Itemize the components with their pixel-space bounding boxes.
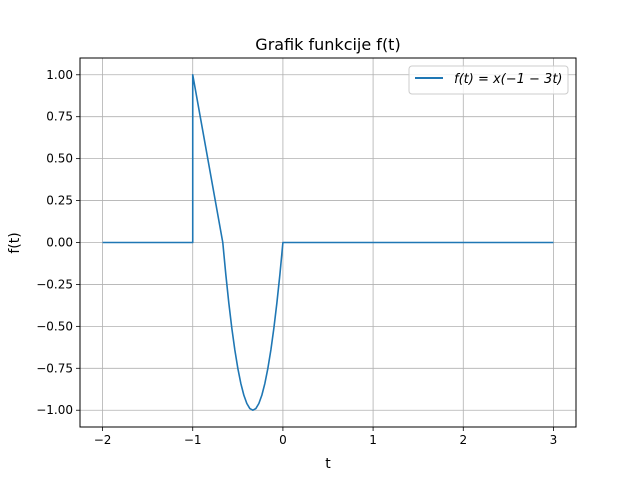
series-layer bbox=[102, 73, 554, 412]
y-tick-label: 0.50 bbox=[46, 152, 73, 166]
chart-title: Grafik funkcije f(t) bbox=[255, 35, 400, 54]
x-tick-label: 2 bbox=[459, 433, 467, 447]
x-axis-ticks: −2 −1 0 1 2 3 bbox=[94, 427, 558, 447]
y-tick-label: 0.25 bbox=[46, 194, 73, 208]
y-tick-label: 0.75 bbox=[46, 110, 73, 124]
y-tick-label: −0.75 bbox=[36, 361, 73, 375]
y-tick-label: −0.25 bbox=[36, 277, 73, 291]
x-tick-label: −2 bbox=[94, 433, 112, 447]
x-tick-label: 1 bbox=[369, 433, 377, 447]
y-tick-label: −0.50 bbox=[36, 319, 73, 333]
x-axis-label: t bbox=[325, 456, 331, 472]
x-tick-label: 0 bbox=[279, 433, 287, 447]
x-tick-label: −1 bbox=[184, 433, 202, 447]
y-tick-label: −1.00 bbox=[36, 403, 73, 417]
legend-box bbox=[408, 65, 569, 95]
y-tick-label: 0.00 bbox=[46, 236, 73, 250]
legend-label: f(t) = x(−1 − 3t) bbox=[454, 72, 563, 87]
y-tick-label: 1.00 bbox=[46, 68, 73, 82]
series-line bbox=[102, 73, 554, 412]
y-axis-label: f(t) bbox=[7, 232, 23, 253]
y-axis-ticks: 1.00 0.75 0.50 0.25 0.00 −0.25 −0.50 −0.75 −1.00 bbox=[36, 68, 80, 417]
legend: f(t) = x(−1 − 3t) bbox=[408, 65, 569, 95]
x-tick-label: 3 bbox=[550, 433, 558, 447]
